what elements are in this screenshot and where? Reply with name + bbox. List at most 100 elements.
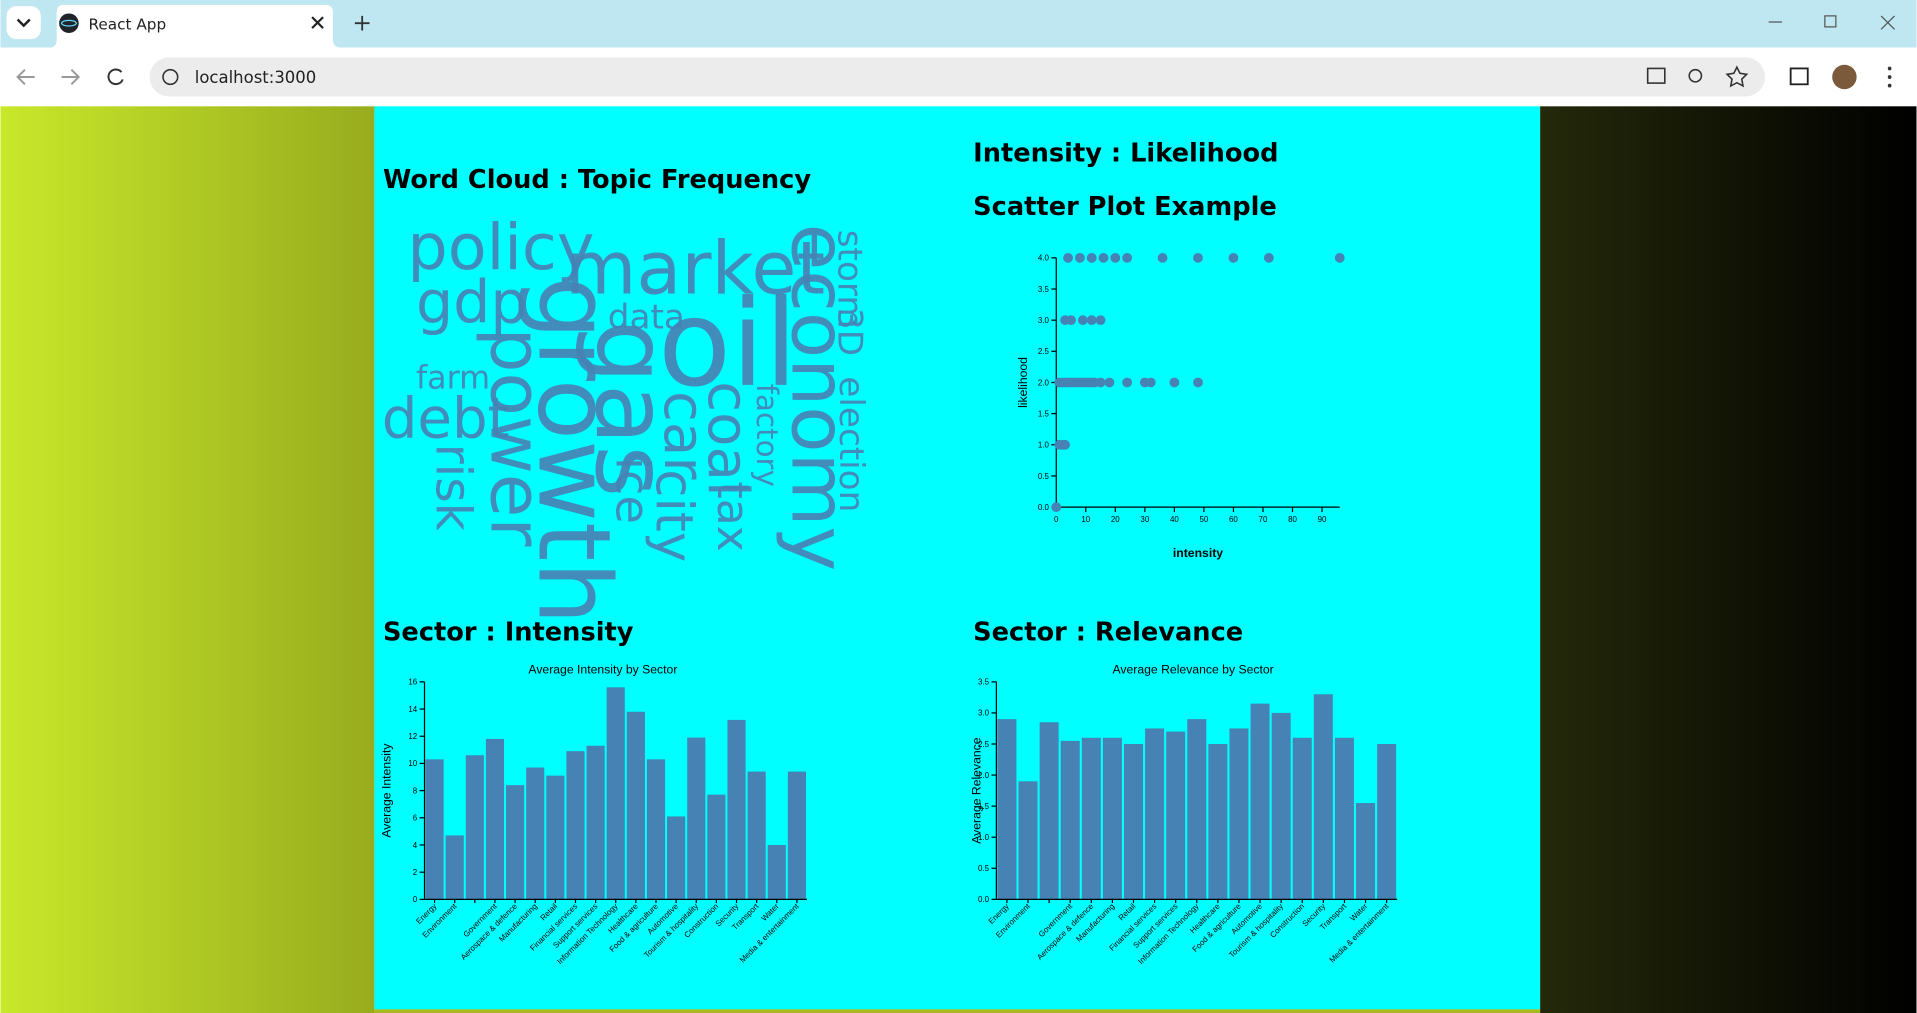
word: debt	[382, 386, 510, 451]
y-tick-label: 0	[413, 895, 418, 904]
bar	[566, 751, 585, 900]
back-button[interactable]	[16, 68, 35, 86]
word: factory	[750, 384, 784, 487]
section-heading: Sector : Relevance	[973, 617, 1243, 647]
content-bottom	[374, 1009, 1541, 1013]
forward-button[interactable]	[61, 68, 81, 86]
y-tick-label: 1.5	[1038, 409, 1050, 418]
x-tick-label: 60	[1229, 515, 1238, 524]
y-tick-label: 6	[413, 814, 418, 823]
word: city	[644, 469, 704, 562]
profile-avatar[interactable]	[1832, 64, 1857, 90]
x-tick-label: 90	[1318, 515, 1327, 524]
bar	[586, 745, 605, 900]
y-axis-label: Average Intensity	[379, 743, 393, 838]
y-tick-label: 3.5	[978, 678, 990, 687]
scatter-point	[1169, 377, 1180, 388]
tab-search-button[interactable]	[6, 6, 41, 40]
bar	[1334, 737, 1354, 900]
y-tick-label: 16	[408, 678, 417, 687]
scatter-point	[1051, 502, 1062, 512]
scatter-point	[1228, 252, 1239, 263]
x-tick-label: 10	[1081, 515, 1090, 524]
scatter-point	[1086, 252, 1097, 263]
restore[interactable]	[1824, 15, 1837, 28]
new-tab[interactable]	[354, 15, 370, 31]
chart-title: Average Relevance by Sector	[1112, 662, 1273, 676]
x-tick-label: 70	[1259, 515, 1268, 524]
section-heading: Intensity : Likelihood	[973, 138, 1278, 168]
word: oil	[658, 275, 798, 414]
scatter-point	[1122, 252, 1133, 263]
bar	[445, 835, 464, 900]
y-axis-label: Average Relevance	[969, 737, 983, 843]
scatter-point	[1074, 252, 1085, 263]
bar	[1271, 712, 1291, 900]
active-tab[interactable]	[49, 4, 342, 48]
scatter-point	[1263, 252, 1274, 263]
word: gas	[573, 320, 690, 497]
bar	[687, 737, 706, 900]
side-panel-icon[interactable]	[1789, 67, 1809, 86]
scatter-point	[1145, 377, 1156, 388]
bar	[1377, 743, 1397, 900]
y-tick-label: 2	[413, 868, 418, 877]
word: risk	[425, 444, 482, 532]
x-tick-label: 80	[1288, 515, 1297, 524]
bar	[1313, 694, 1333, 900]
y-tick-label: 2.0	[1038, 378, 1050, 387]
bar	[506, 785, 525, 900]
bar	[727, 719, 746, 900]
x-axis-label: intensity	[1173, 546, 1223, 560]
bar	[667, 816, 686, 900]
bookmark-icon[interactable]	[1725, 65, 1749, 88]
scatter-point	[1157, 252, 1168, 263]
y-tick-label: 1.5	[978, 802, 990, 811]
scatter-point	[1193, 377, 1203, 388]
bar	[997, 719, 1017, 900]
y-tick-label: 0.0	[978, 895, 990, 904]
y-tick-label: 3.0	[978, 709, 990, 718]
address-bar[interactable]	[149, 57, 1765, 97]
y-axis-label: likelihood	[1016, 357, 1030, 408]
bar	[425, 759, 444, 900]
y-tick-label: 8	[413, 786, 418, 795]
y-tick-label: 3.0	[1038, 316, 1050, 325]
word: power	[475, 327, 558, 547]
bar	[1292, 737, 1312, 900]
reload-button[interactable]	[107, 68, 124, 86]
bar	[1145, 728, 1165, 900]
bar	[1356, 803, 1376, 900]
chevron-icon	[16, 18, 31, 28]
bar	[626, 711, 645, 900]
y-tick-label: 4	[413, 841, 418, 850]
bar	[767, 844, 786, 900]
y-tick-label: 14	[408, 705, 417, 714]
right-panel	[1540, 106, 1917, 1013]
word: farm	[416, 361, 490, 397]
zoom-icon[interactable]	[1688, 68, 1703, 83]
react-logo	[60, 19, 77, 27]
bar	[526, 767, 545, 900]
window-close[interactable]	[1880, 15, 1895, 30]
bar	[1124, 743, 1143, 900]
install-icon[interactable]	[1646, 67, 1666, 84]
x-tick-label: 30	[1140, 515, 1149, 524]
bar	[1208, 743, 1228, 900]
tab-close[interactable]	[311, 16, 324, 29]
y-tick-label: 1.0	[978, 833, 990, 842]
bar	[1187, 719, 1207, 900]
x-tick-label: 50	[1199, 515, 1208, 524]
word: election	[831, 376, 871, 512]
word: ice	[605, 457, 659, 524]
word: policy	[407, 210, 594, 284]
y-tick-label: 2.5	[978, 740, 990, 749]
chart-title: Average Intensity by Sector	[528, 662, 677, 676]
site-info-icon[interactable]	[162, 68, 179, 86]
x-tick-label: 0	[1054, 515, 1059, 524]
y-tick-label: 1.0	[1038, 441, 1050, 450]
left-panel	[0, 106, 375, 1013]
word: gdp	[416, 269, 528, 337]
x-tick-label: 20	[1111, 515, 1120, 524]
word: car	[651, 391, 716, 480]
